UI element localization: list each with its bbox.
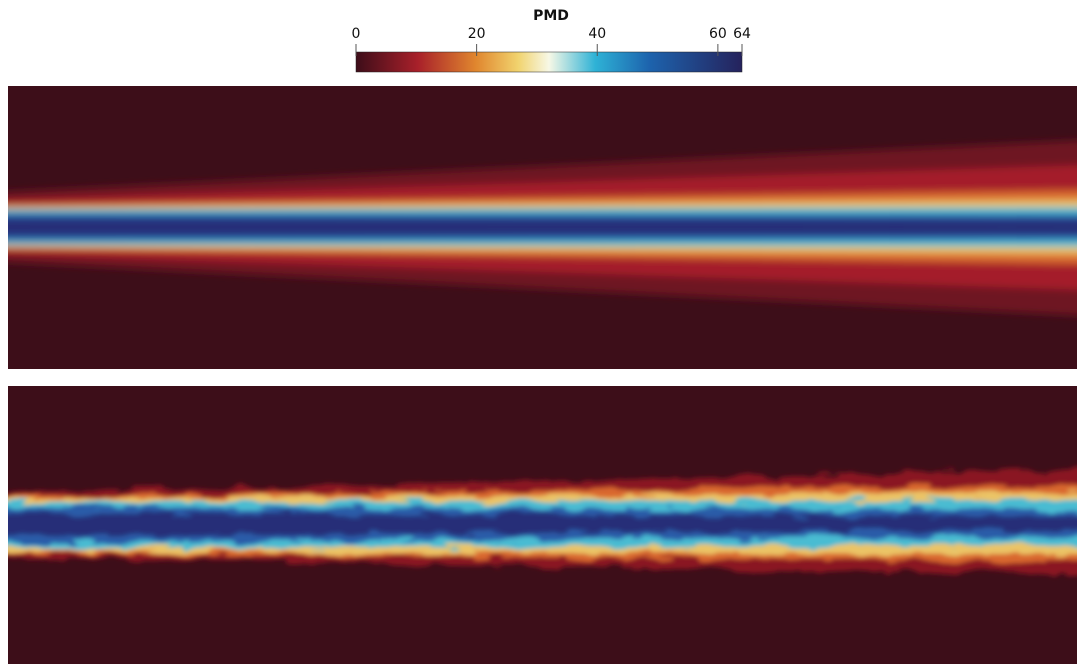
tick-label: 0 xyxy=(352,26,361,42)
tick-label: 20 xyxy=(468,26,486,42)
field-panel-bottom xyxy=(8,386,1077,664)
tick-label: 64 xyxy=(733,26,751,42)
colorbar-title: PMD xyxy=(533,8,569,24)
colorbar: PMD 0 20 40 60 64 xyxy=(352,8,751,73)
tick-label: 40 xyxy=(588,26,606,42)
field-panel-top xyxy=(8,86,1077,369)
colorbar-gradient xyxy=(355,51,743,73)
colorbar-ticks: 0 20 40 60 64 xyxy=(352,26,751,56)
tick-label: 60 xyxy=(709,26,727,42)
